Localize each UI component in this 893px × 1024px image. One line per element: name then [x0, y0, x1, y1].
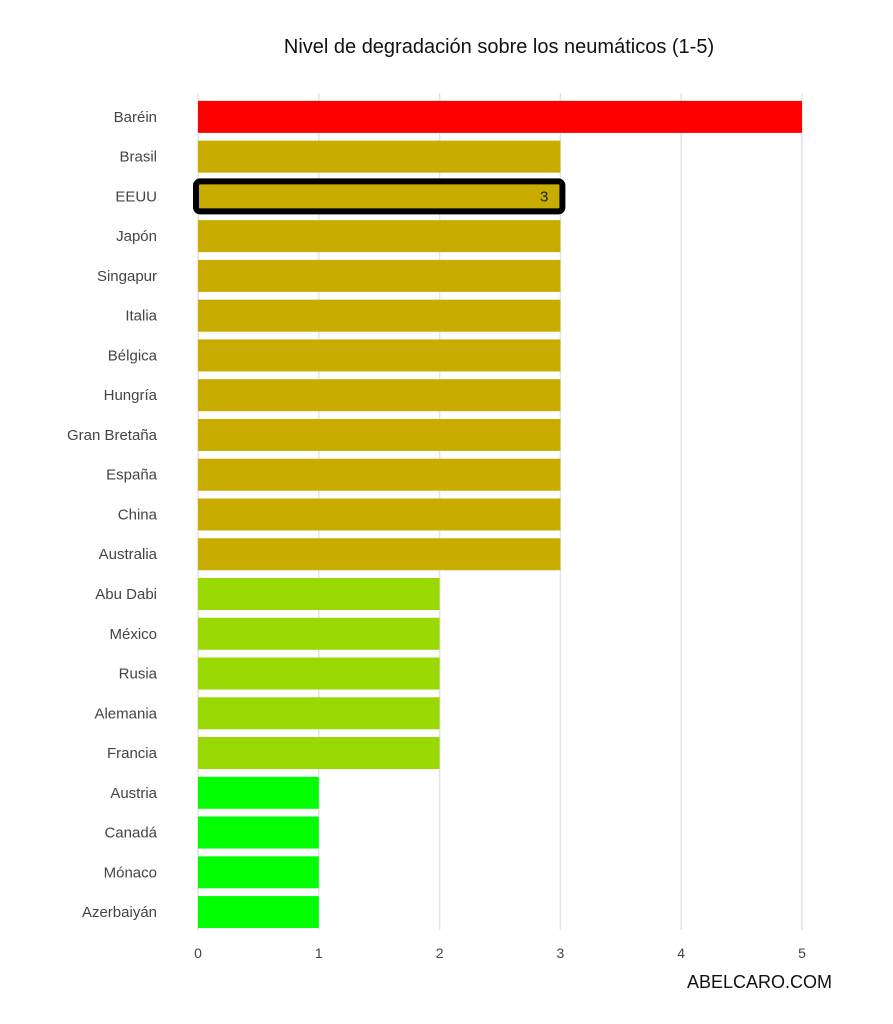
- x-tick-label: 1: [315, 945, 323, 961]
- bar: [198, 737, 440, 770]
- bar: [198, 458, 561, 491]
- credit-text: ABELCARO.COM: [686, 972, 832, 992]
- highlight-layer: 3: [193, 178, 566, 215]
- category-label: Francia: [107, 745, 158, 762]
- bar: [198, 538, 561, 571]
- bar: [198, 776, 319, 809]
- bar: [198, 180, 561, 213]
- bar: [198, 100, 802, 133]
- bar: [198, 578, 440, 610]
- category-label: Japón: [116, 228, 157, 245]
- x-tick-label: 4: [677, 945, 685, 961]
- bar: [198, 498, 561, 531]
- bars: [198, 100, 802, 929]
- bar: [198, 896, 319, 929]
- category-label: China: [118, 506, 158, 523]
- category-label: Singapur: [97, 268, 157, 285]
- bar: [198, 379, 561, 412]
- category-label: Gran Bretaña: [67, 427, 158, 444]
- category-label: Rusia: [119, 666, 158, 683]
- category-label: Azerbaiyán: [82, 904, 157, 921]
- category-label: Canadá: [104, 825, 157, 842]
- bar: [198, 856, 319, 889]
- bar: [198, 816, 319, 849]
- bar: [198, 220, 561, 253]
- category-label: Austria: [110, 785, 157, 802]
- bar-value-label: 3: [540, 188, 548, 205]
- category-label: Hungría: [104, 387, 158, 404]
- x-tick-label: 0: [194, 945, 202, 961]
- bar: [198, 657, 440, 690]
- highlight-outline: [193, 178, 566, 215]
- x-tick-label: 5: [798, 945, 806, 961]
- category-label: Italia: [125, 308, 157, 325]
- x-tick-labels: 0 1 2 3 4 5: [194, 945, 806, 961]
- bar: [198, 299, 561, 332]
- chart-title: Nivel de degradación sobre los neumático…: [283, 36, 715, 58]
- category-label: Abu Dabi: [95, 586, 157, 603]
- category-label: Bélgica: [108, 347, 158, 364]
- category-label: Brasil: [119, 149, 157, 166]
- category-label: EEUU: [115, 188, 157, 205]
- category-labels: Baréin Brasil EEUU Japón Singapur Italia Bélgi…: [67, 109, 158, 921]
- category-label: México: [109, 626, 157, 643]
- x-tick-label: 2: [436, 945, 444, 961]
- bar: [198, 697, 440, 730]
- category-label: Mónaco: [104, 864, 157, 881]
- category-label: Baréin: [114, 109, 157, 126]
- bar: [198, 259, 561, 292]
- category-label: Australia: [99, 546, 158, 563]
- category-label: Alemania: [94, 705, 157, 722]
- bar: [198, 339, 561, 372]
- x-tick-label: 3: [557, 945, 565, 961]
- category-label: España: [106, 467, 158, 484]
- bar: [198, 617, 440, 650]
- bar: [198, 418, 561, 451]
- bar: [198, 140, 561, 173]
